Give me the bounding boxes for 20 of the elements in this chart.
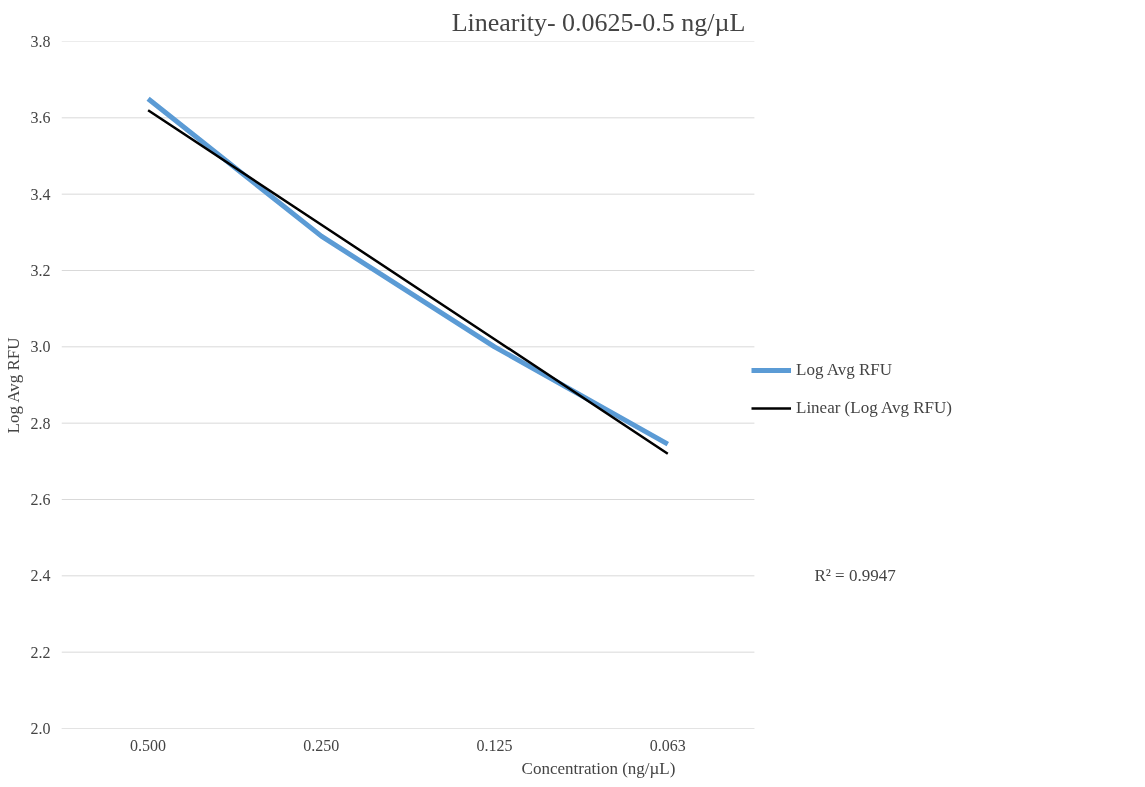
x-axis-title: Concentration (ng/µL) <box>521 758 676 778</box>
y-tick-label: 3.6 <box>30 109 51 127</box>
x-tick-label: 0.125 <box>476 736 513 754</box>
x-tick-label: 0.500 <box>130 736 167 754</box>
y-tick-label: 3.2 <box>30 262 51 279</box>
y-tick-label: 2.6 <box>30 491 51 508</box>
chart-title: Linearity- 0.0625-0.5 ng/µL <box>451 7 746 37</box>
x-tick-label: 0.250 <box>303 736 340 754</box>
y-tick-label: 3.4 <box>30 185 51 203</box>
y-axis-title: Log Avg RFU <box>3 337 23 434</box>
x-tick-label: 0.063 <box>649 736 686 754</box>
y-tick-label: 2.4 <box>30 567 51 585</box>
y-tick-label: 2.2 <box>30 643 51 661</box>
y-tick-label: 3.0 <box>30 338 51 356</box>
text: R² = 0.9947 <box>814 566 897 586</box>
legend-label: Log Avg RFU <box>796 360 893 380</box>
legend-label: Linear (Log Avg RFU) <box>796 398 952 418</box>
y-tick-label: 2.8 <box>30 414 51 432</box>
y-tick-label: 3.8 <box>30 33 51 50</box>
y-tick-label: 2.0 <box>30 720 51 737</box>
